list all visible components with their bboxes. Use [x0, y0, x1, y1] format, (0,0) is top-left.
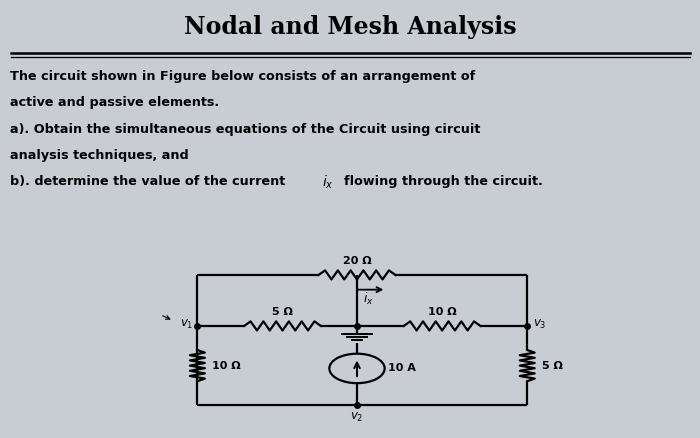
Text: 20 Ω: 20 Ω: [343, 256, 371, 266]
Text: $v_1$: $v_1$: [180, 318, 194, 331]
Text: The circuit shown in Figure below consists of an arrangement of: The circuit shown in Figure below consis…: [10, 70, 476, 83]
Text: 5 Ω: 5 Ω: [272, 307, 293, 318]
Text: analysis techniques, and: analysis techniques, and: [10, 149, 189, 162]
Text: $v_2$: $v_2$: [350, 411, 364, 424]
Text: 10 A: 10 A: [388, 364, 416, 374]
Text: 10 Ω: 10 Ω: [212, 360, 241, 371]
Text: b). determine the value of the current: b). determine the value of the current: [10, 175, 295, 188]
Text: $i_x$: $i_x$: [363, 291, 374, 307]
Text: 5 Ω: 5 Ω: [542, 360, 563, 371]
Text: 10 Ω: 10 Ω: [428, 307, 456, 318]
Text: active and passive elements.: active and passive elements.: [10, 96, 220, 110]
Text: flowing through the circuit.: flowing through the circuit.: [344, 175, 542, 188]
Text: a). Obtain the simultaneous equations of the Circuit using circuit: a). Obtain the simultaneous equations of…: [10, 123, 481, 136]
Text: $i_x$: $i_x$: [322, 174, 334, 191]
Text: Nodal and Mesh Analysis: Nodal and Mesh Analysis: [183, 15, 517, 39]
Text: $v_3$: $v_3$: [533, 318, 546, 331]
